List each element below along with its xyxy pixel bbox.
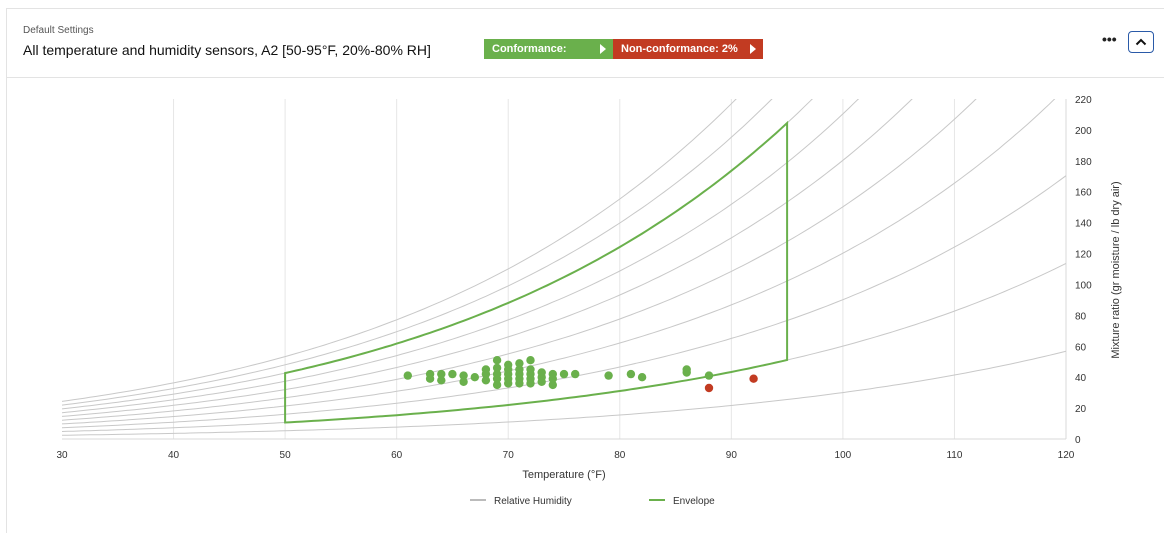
- y-tick-label: 120: [1075, 250, 1092, 261]
- y-tick-label: 60: [1075, 342, 1087, 353]
- conforming-point: [526, 365, 535, 374]
- nonconforming-point: [704, 383, 714, 393]
- conforming-point: [515, 359, 524, 368]
- conforming-point: [704, 371, 714, 380]
- x-tick-label: 60: [391, 450, 403, 461]
- conforming-point: [637, 373, 647, 382]
- x-tick-label: 50: [280, 450, 292, 461]
- ellipsis-icon: •••: [1102, 31, 1117, 47]
- grid: [62, 99, 1067, 440]
- x-tick-label: 40: [168, 450, 180, 461]
- x-tick-label: 90: [726, 450, 738, 461]
- conforming-point: [470, 373, 479, 382]
- conforming-point: [548, 369, 557, 379]
- conformance-badge[interactable]: Conformance: 98%: [484, 39, 613, 75]
- chevron-up-icon: [1135, 38, 1147, 46]
- conforming-point: [604, 371, 613, 380]
- conforming-point: [571, 369, 580, 379]
- conforming-point: [459, 377, 468, 386]
- rh-curve: [62, 99, 1056, 425]
- conforming-point: [492, 380, 502, 390]
- card-title: All temperature and humidity sensors, A2…: [23, 42, 431, 58]
- conforming-point: [492, 369, 502, 379]
- y-tick-label: 180: [1075, 157, 1092, 168]
- collapse-button[interactable]: [1128, 31, 1154, 53]
- legend: Relative Humidity Envelope: [470, 496, 715, 507]
- conforming-point: [559, 369, 569, 379]
- rh-curve: [62, 99, 773, 406]
- y-axis-ticks: 0 20 40 60 80 100 120 140 160 180 200 220: [1075, 95, 1092, 446]
- data-points: [403, 356, 758, 393]
- x-tick-label: 80: [614, 450, 626, 461]
- y-tick-label: 100: [1075, 280, 1092, 291]
- conforming-point: [403, 371, 412, 380]
- conforming-point: [526, 356, 535, 365]
- nonconforming-point: [749, 374, 758, 383]
- conforming-point: [548, 380, 557, 390]
- nonconformance-label: Non-conformance: 2%: [621, 43, 738, 55]
- x-tick-label: 110: [946, 450, 962, 461]
- rh-curve: [62, 350, 1066, 436]
- conformance-label: Conformance: 98%: [492, 43, 567, 75]
- conforming-point: [437, 376, 446, 385]
- y-tick-label: 0: [1075, 435, 1081, 446]
- conforming-point: [682, 365, 691, 374]
- conforming-point: [459, 371, 468, 380]
- y-axis-label: Mixture ratio (gr moisture / lb dry air): [1110, 181, 1122, 358]
- x-axis-label: Temperature (°F): [522, 469, 605, 481]
- conforming-point: [515, 365, 524, 374]
- legend-envelope-label: Envelope: [673, 496, 715, 507]
- x-tick-label: 70: [503, 450, 515, 461]
- conforming-point: [504, 360, 513, 369]
- card-header: Default Settings All temperature and hum…: [7, 9, 1164, 78]
- x-tick-label: 100: [835, 450, 852, 461]
- x-axis-ticks: 30 40 50 60 70 80 90 100 110 120: [56, 450, 1074, 461]
- y-tick-label: 160: [1075, 188, 1092, 199]
- rh-curve: [62, 99, 813, 410]
- conforming-point: [492, 363, 502, 373]
- legend-rh-label: Relative Humidity: [494, 496, 572, 507]
- y-tick-label: 20: [1075, 404, 1087, 415]
- conforming-point: [448, 369, 457, 379]
- card-subtitle: Default Settings: [23, 25, 94, 36]
- y-tick-label: 140: [1075, 219, 1092, 230]
- conforming-point: [437, 369, 446, 379]
- conforming-point: [492, 356, 502, 365]
- envelope-polygon: [284, 120, 789, 424]
- play-icon: [750, 44, 756, 54]
- more-options-button[interactable]: •••: [1102, 31, 1117, 47]
- conforming-point: [481, 365, 491, 374]
- rh-curve: [62, 99, 860, 414]
- conforming-point: [425, 369, 435, 379]
- rh-curve: [62, 99, 913, 417]
- y-tick-label: 200: [1075, 126, 1092, 137]
- envelope-layer: [284, 120, 789, 424]
- conforming-point: [481, 376, 491, 385]
- y-tick-label: 80: [1075, 311, 1087, 322]
- rh-curve: [62, 175, 1066, 429]
- y-tick-label: 220: [1075, 95, 1092, 106]
- x-tick-label: 30: [56, 450, 68, 461]
- play-icon: [600, 44, 606, 54]
- conforming-point: [626, 369, 636, 379]
- rh-curve: [62, 99, 977, 421]
- y-tick-label: 40: [1075, 373, 1087, 384]
- conforming-point: [537, 368, 546, 377]
- x-tick-label: 120: [1058, 450, 1075, 461]
- rh-curve: [62, 99, 737, 402]
- chart-card: Default Settings All temperature and hum…: [6, 8, 1164, 533]
- nonconformance-badge[interactable]: Non-conformance: 2%: [613, 39, 763, 59]
